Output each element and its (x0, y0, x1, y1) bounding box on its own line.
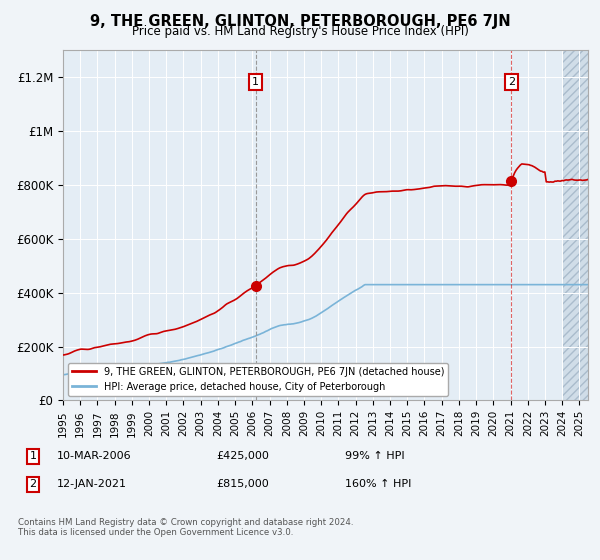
Bar (562, 50, 588, 400)
Text: 10-MAR-2006: 10-MAR-2006 (57, 451, 131, 461)
Text: Price paid vs. HM Land Registry's House Price Index (HPI): Price paid vs. HM Land Registry's House … (131, 25, 469, 38)
Text: 2: 2 (508, 77, 515, 87)
Text: £815,000: £815,000 (216, 479, 269, 489)
Text: 1: 1 (252, 77, 259, 87)
Text: 12-JAN-2021: 12-JAN-2021 (57, 479, 127, 489)
Text: Contains HM Land Registry data © Crown copyright and database right 2024.
This d: Contains HM Land Registry data © Crown c… (18, 518, 353, 538)
Legend: 9, THE GREEN, GLINTON, PETERBOROUGH, PE6 7JN (detached house), HPI: Average pric: 9, THE GREEN, GLINTON, PETERBOROUGH, PE6… (68, 363, 448, 395)
Text: 99% ↑ HPI: 99% ↑ HPI (345, 451, 404, 461)
Text: £425,000: £425,000 (216, 451, 269, 461)
Text: 1: 1 (29, 451, 37, 461)
Text: 160% ↑ HPI: 160% ↑ HPI (345, 479, 412, 489)
Text: 9, THE GREEN, GLINTON, PETERBOROUGH, PE6 7JN: 9, THE GREEN, GLINTON, PETERBOROUGH, PE6… (89, 14, 511, 29)
Text: 2: 2 (29, 479, 37, 489)
